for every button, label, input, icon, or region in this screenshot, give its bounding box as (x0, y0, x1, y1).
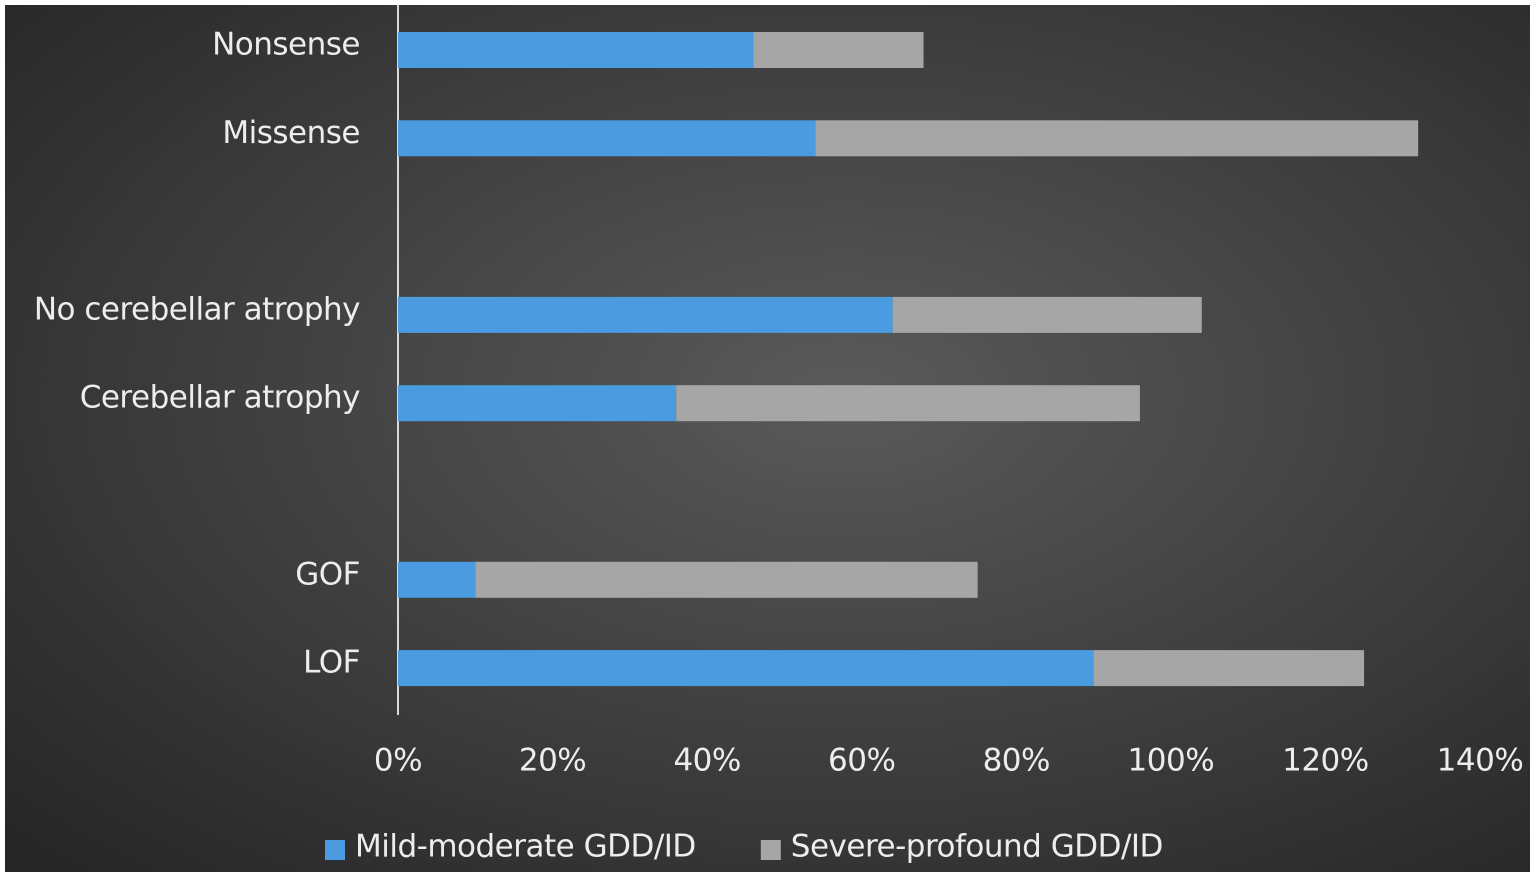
x-tick-label: 80% (983, 743, 1050, 779)
bar-segment (1093, 650, 1365, 687)
bar-segment (676, 385, 1140, 422)
bar-segment (398, 385, 677, 422)
y-tick-label: Cerebellar atrophy (80, 380, 360, 416)
legend-swatch (325, 840, 345, 860)
legend-label: Mild-moderate GDD/ID (355, 829, 696, 865)
x-tick-label: 140% (1437, 743, 1524, 779)
x-tick-label: 0% (374, 743, 422, 779)
y-tick-label: LOF (303, 645, 360, 681)
bar-segment (398, 561, 476, 598)
bar-segment (398, 32, 754, 68)
y-tick-label: Nonsense (212, 27, 360, 63)
y-tick-label: GOF (295, 556, 360, 592)
x-tick-label: 40% (673, 743, 740, 779)
bar-segment (753, 32, 924, 68)
bar-segment (398, 120, 816, 157)
x-tick-label: 20% (519, 743, 586, 779)
bar-segment (398, 296, 893, 333)
bar-segment (815, 120, 1419, 157)
legend-swatch (760, 840, 781, 860)
bar-segment (398, 650, 1094, 687)
y-tick-label: Missense (222, 115, 360, 151)
x-tick-label: 100% (1128, 743, 1215, 779)
legend-label: Severe-profound GDD/ID (791, 829, 1163, 865)
bar-segment (892, 296, 1202, 333)
bar-segment (475, 561, 978, 598)
y-tick-label: No cerebellar atrophy (34, 291, 360, 327)
x-tick-label: 60% (828, 743, 895, 779)
x-tick-label: 120% (1282, 743, 1369, 779)
